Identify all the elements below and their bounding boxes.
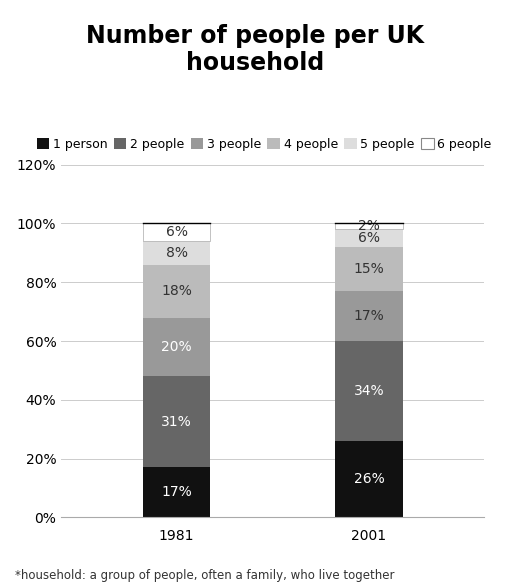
Legend: 1 person, 2 people, 3 people, 4 people, 5 people, 6 people: 1 person, 2 people, 3 people, 4 people, … (32, 133, 496, 156)
Text: 18%: 18% (161, 284, 192, 298)
Bar (143, 223, 210, 241)
Text: 2%: 2% (357, 219, 379, 233)
Bar (143, 265, 210, 318)
Bar (335, 247, 402, 291)
Bar (143, 318, 210, 376)
Text: 34%: 34% (353, 384, 384, 398)
Bar (143, 376, 210, 467)
Text: *household: a group of people, often a family, who live together: *household: a group of people, often a f… (15, 569, 394, 582)
Text: 31%: 31% (161, 415, 192, 429)
Text: 6%: 6% (165, 225, 187, 239)
Text: 26%: 26% (353, 472, 384, 486)
Bar (335, 223, 402, 229)
Bar (143, 467, 210, 517)
Bar (335, 229, 402, 247)
Bar (143, 241, 210, 265)
Text: 17%: 17% (161, 486, 192, 499)
Bar (335, 341, 402, 441)
Bar (335, 291, 402, 341)
Text: 6%: 6% (357, 231, 379, 245)
Text: 17%: 17% (353, 309, 384, 323)
Text: 15%: 15% (353, 262, 384, 276)
Text: 20%: 20% (161, 340, 191, 354)
Bar (335, 441, 402, 517)
Text: 8%: 8% (165, 246, 187, 260)
Text: Number of people per UK
household: Number of people per UK household (86, 24, 423, 75)
